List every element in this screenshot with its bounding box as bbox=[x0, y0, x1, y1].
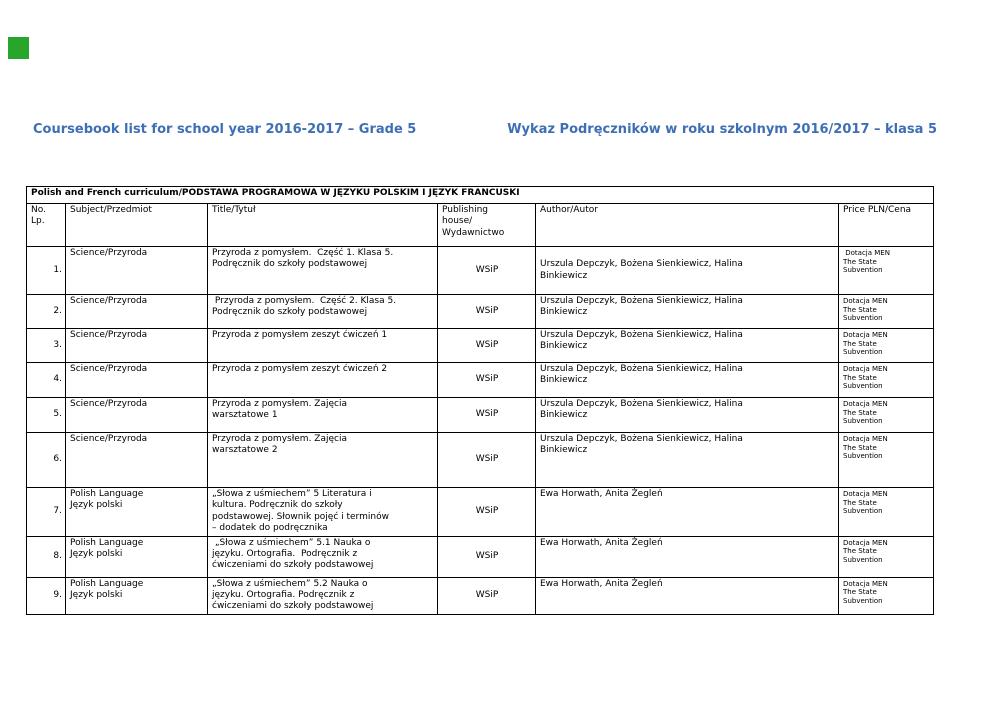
price-cell: Dotacja MEN The State Subvention bbox=[837, 487, 935, 537]
author-cell: Urszula Depczyk, Bożena Sienkiewicz, Hal… bbox=[535, 397, 839, 433]
price-cell: Dotacja MEN The State Subvention bbox=[837, 294, 935, 329]
price-cell: Dotacja MEN The State Subvention bbox=[837, 328, 935, 363]
publisher-cell: WSiP bbox=[437, 246, 536, 295]
publisher-cell: WSiP bbox=[437, 397, 536, 433]
header-row: No. Lp. Subject/Przedmiot Title/Tytuł Publi… bbox=[26, 203, 935, 247]
column-header: Title/Tytuł bbox=[207, 203, 438, 247]
column-header: Price PLN/Cena bbox=[837, 203, 935, 247]
author-cell: Urszula Depczyk, Bożena Sienkiewicz, Hal… bbox=[535, 328, 839, 363]
price-cell: Dotacja MEN The State Subvention bbox=[837, 362, 935, 398]
price-cell: Dotacja MEN The State Subvention bbox=[837, 246, 935, 295]
subject-cell: Polish Language Język polski bbox=[65, 487, 208, 537]
price-cell: Dotacja MEN The State Subvention bbox=[837, 576, 935, 615]
price-cell: Dotacja MEN The State Subvention bbox=[837, 535, 935, 578]
row-number: 9. bbox=[26, 576, 66, 615]
row-number: 7. bbox=[26, 487, 66, 537]
title-cell: Przyroda z pomysłem. Zajęcia warsztatowe… bbox=[207, 432, 438, 488]
column-header: Subject/Przedmiot bbox=[65, 203, 208, 247]
subject-cell: Science/Przyroda bbox=[65, 294, 208, 329]
title-cell: „Słowa z uśmiechem” 5 Literatura i kultu… bbox=[207, 487, 438, 537]
title-cell: „Słowa z uśmiechem” 5.2 Nauka o języku. … bbox=[207, 576, 438, 615]
coursebook-table-container: Polish and French curriculum/PODSTAWA PR… bbox=[25, 186, 935, 615]
row-number: 3. bbox=[26, 328, 66, 363]
publisher-cell: WSiP bbox=[437, 294, 536, 329]
table-row: 5. Science/Przyroda Przyroda z pomysłem.… bbox=[26, 397, 935, 433]
page-headings: Coursebook list for school year 2016-201… bbox=[33, 121, 937, 139]
table-row: 6. Science/Przyroda Przyroda z pomysłem.… bbox=[26, 432, 935, 488]
author-cell: Urszula Depczyk, Bożena Sienkiewicz, Hal… bbox=[535, 362, 839, 398]
title-cell: Przyroda z pomysłem. Część 1. Klasa 5. P… bbox=[207, 246, 438, 295]
title-cell: Przyroda z pomysłem. Zajęcia warsztatowe… bbox=[207, 397, 438, 433]
subject-cell: Science/Przyroda bbox=[65, 246, 208, 295]
publisher-cell: WSiP bbox=[437, 487, 536, 537]
title-cell: Przyroda z pomysłem zeszyt ćwiczeń 1 bbox=[207, 328, 438, 363]
row-number: 5. bbox=[26, 397, 66, 433]
publisher-cell: WSiP bbox=[437, 328, 536, 363]
price-cell: Dotacja MEN The State Subvention bbox=[837, 432, 935, 488]
author-cell: Ewa Horwath, Anita Żegleń bbox=[535, 535, 839, 578]
curriculum-band-title: Polish and French curriculum/PODSTAWA PR… bbox=[25, 186, 935, 204]
publisher-cell: WSiP bbox=[437, 535, 536, 578]
subject-cell: Science/Przyroda bbox=[65, 362, 208, 398]
table-row: 8. Polish Language Język polski „Słowa z… bbox=[26, 535, 935, 578]
row-number: 2. bbox=[26, 294, 66, 329]
author-cell: Ewa Horwath, Anita Żegleń bbox=[535, 576, 839, 615]
heading-english: Coursebook list for school year 2016-201… bbox=[33, 122, 417, 137]
subject-cell: Polish Language Język polski bbox=[65, 535, 208, 578]
subject-cell: Science/Przyroda bbox=[65, 397, 208, 433]
column-header: Author/Autor bbox=[535, 203, 839, 247]
subject-cell: Science/Przyroda bbox=[65, 432, 208, 488]
table-row: 2. Science/Przyroda Przyroda z pomysłem.… bbox=[26, 294, 935, 329]
publisher-cell: WSiP bbox=[437, 432, 536, 488]
publisher-cell: WSiP bbox=[437, 362, 536, 398]
green-highlight-marker bbox=[8, 37, 29, 59]
column-header: Publishing house/ Wydawnictwo bbox=[437, 203, 536, 247]
title-cell: Przyroda z pomysłem. Część 2. Klasa 5. P… bbox=[207, 294, 438, 329]
table-row: 9. Polish Language Język polski „Słowa z… bbox=[26, 576, 935, 615]
coursebook-table: Polish and French curriculum/PODSTAWA PR… bbox=[25, 186, 935, 615]
heading-polish: Wykaz Podręczników w roku szkolnym 2016/… bbox=[507, 122, 937, 137]
row-number: 4. bbox=[26, 362, 66, 398]
band-row: Polish and French curriculum/PODSTAWA PR… bbox=[25, 186, 935, 204]
table-row: 3. Science/Przyroda Przyroda z pomysłem … bbox=[26, 328, 935, 363]
table-row: 7. Polish Language Język polski „Słowa z… bbox=[26, 487, 935, 537]
row-number: 6. bbox=[26, 432, 66, 488]
column-header: No. Lp. bbox=[26, 203, 66, 247]
subject-cell: Polish Language Język polski bbox=[65, 576, 208, 615]
row-number: 8. bbox=[26, 535, 66, 578]
author-cell: Urszula Depczyk, Bożena Sienkiewicz, Hal… bbox=[535, 432, 839, 488]
publisher-cell: WSiP bbox=[437, 576, 536, 615]
subject-cell: Science/Przyroda bbox=[65, 328, 208, 363]
table-row: 4. Science/Przyroda Przyroda z pomysłem … bbox=[26, 362, 935, 398]
author-cell: Ewa Horwath, Anita Żegleń bbox=[535, 487, 839, 537]
title-cell: Przyroda z pomysłem zeszyt ćwiczeń 2 bbox=[207, 362, 438, 398]
row-number: 1. bbox=[26, 246, 66, 295]
table-body: 1. Science/Przyroda Przyroda z pomysłem.… bbox=[26, 246, 935, 615]
title-cell: „Słowa z uśmiechem” 5.1 Nauka o języku. … bbox=[207, 535, 438, 578]
price-cell: Dotacja MEN The State Subvention bbox=[837, 397, 935, 433]
table-row: 1. Science/Przyroda Przyroda z pomysłem.… bbox=[26, 246, 935, 295]
author-cell: Urszula Depczyk, Bożena Sienkiewicz, Hal… bbox=[535, 246, 839, 295]
author-cell: Urszula Depczyk, Bożena Sienkiewicz, Hal… bbox=[535, 294, 839, 329]
